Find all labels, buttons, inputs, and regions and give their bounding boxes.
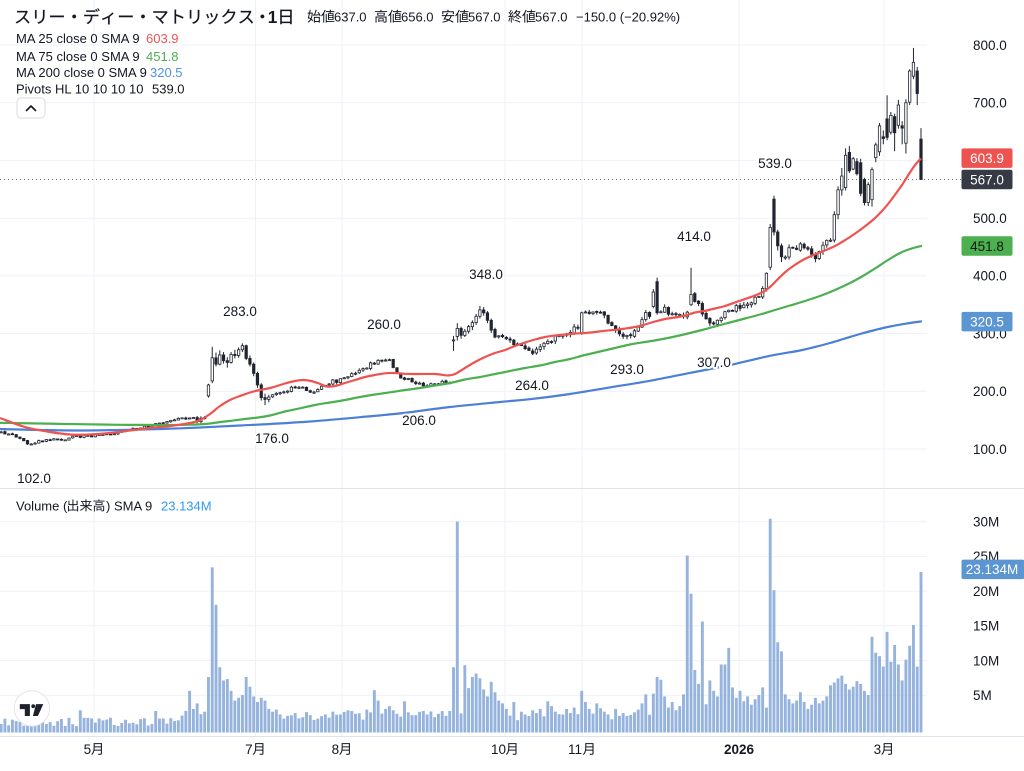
svg-text:656.0: 656.0	[401, 10, 434, 25]
svg-text:603.9: 603.9	[970, 151, 1004, 166]
svg-text:MA 25 close 0 SMA 9: MA 25 close 0 SMA 9	[16, 31, 140, 46]
svg-text:206.0: 206.0	[402, 413, 436, 428]
svg-text:−150.0 (−20.92%): −150.0 (−20.92%)	[576, 10, 680, 25]
svg-text:MA 75 close 0 SMA 9: MA 75 close 0 SMA 9	[16, 49, 140, 64]
svg-text:700.0: 700.0	[973, 96, 1007, 111]
svg-text:200.0: 200.0	[973, 384, 1007, 399]
svg-text:603.9: 603.9	[146, 31, 179, 46]
svg-text:8: 8	[332, 742, 340, 757]
svg-text:100.0: 100.0	[973, 442, 1007, 457]
svg-text:Volume (: Volume (	[16, 498, 68, 513]
svg-text:567.0: 567.0	[468, 10, 501, 25]
svg-text:5: 5	[84, 742, 92, 757]
svg-text:320.5: 320.5	[150, 65, 183, 80]
svg-text:20M: 20M	[973, 584, 999, 599]
svg-text:2026: 2026	[724, 742, 755, 757]
svg-text:637.0: 637.0	[334, 10, 367, 25]
svg-text:567.0: 567.0	[970, 172, 1004, 187]
svg-text:283.0: 283.0	[223, 304, 257, 319]
svg-text:15M: 15M	[973, 619, 999, 634]
svg-text:11: 11	[568, 742, 582, 757]
svg-text:348.0: 348.0	[469, 267, 503, 282]
svg-text:320.5: 320.5	[970, 315, 1004, 330]
svg-text:MA 200 close 0 SMA 9: MA 200 close 0 SMA 9	[16, 65, 147, 80]
svg-text:414.0: 414.0	[677, 229, 711, 244]
svg-text:400.0: 400.0	[973, 269, 1007, 284]
svg-text:260.0: 260.0	[367, 317, 401, 332]
svg-text:23.134M: 23.134M	[161, 498, 212, 513]
svg-text:10M: 10M	[973, 653, 999, 668]
svg-text:567.0: 567.0	[535, 10, 568, 25]
svg-text:30M: 30M	[973, 515, 999, 530]
svg-text:1: 1	[268, 7, 278, 27]
svg-text:23.134M: 23.134M	[966, 562, 1019, 577]
svg-text:10: 10	[491, 742, 506, 757]
svg-text:500.0: 500.0	[973, 211, 1007, 226]
svg-text:5M: 5M	[973, 688, 992, 703]
svg-text:539.0: 539.0	[758, 156, 792, 171]
svg-text:) SMA 9: ) SMA 9	[106, 498, 152, 513]
svg-text:176.0: 176.0	[255, 431, 289, 446]
svg-text:800.0: 800.0	[973, 38, 1007, 53]
svg-text:451.8: 451.8	[146, 49, 179, 64]
svg-text:451.8: 451.8	[970, 239, 1004, 254]
svg-text:7: 7	[245, 742, 253, 757]
svg-text:264.0: 264.0	[515, 378, 549, 393]
svg-text:293.0: 293.0	[610, 362, 644, 377]
svg-text:307.0: 307.0	[697, 355, 731, 370]
svg-text:Pivots HL 10 10 10 10: Pivots HL 10 10 10 10	[16, 81, 143, 96]
svg-text:3: 3	[874, 742, 882, 757]
svg-text:539.0: 539.0	[152, 81, 185, 96]
svg-text:102.0: 102.0	[17, 471, 51, 486]
